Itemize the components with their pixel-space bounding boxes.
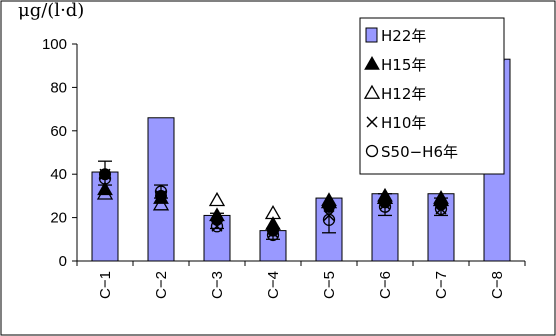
y-axis-label: μg/(l·d) (18, 0, 84, 21)
x-tick-label: C−1 (97, 271, 114, 299)
data-point (96, 185, 114, 200)
y-tick-label: 60 (50, 123, 67, 140)
plot-area: 0 20 40 60 80 100 C−1 C−2 C−3 C−4 C−5 C−6 C−7 C−8 (42, 36, 526, 299)
average-point (379, 196, 391, 209)
legend-swatch (365, 144, 379, 158)
data-point (322, 213, 336, 226)
x-tick-label: C−3 (209, 271, 226, 299)
y-tick-label: 20 (50, 210, 67, 227)
x-tick-label: C−2 (153, 271, 170, 299)
legend: H22年 H15年 H12年 H10年 S50−H6年 (359, 17, 505, 175)
cross-stroke (323, 209, 335, 221)
average-point (155, 189, 167, 202)
data-point (208, 191, 226, 207)
legend-swatch (365, 27, 378, 43)
x-tick-label: C−8 (489, 271, 506, 299)
bar (427, 193, 455, 262)
legend-label: H15年 (381, 56, 426, 74)
data-point (264, 204, 282, 220)
legend-label: H12年 (381, 85, 426, 103)
legend-item: S50−H6年 (365, 143, 458, 161)
average-point (435, 198, 447, 211)
legend-box (359, 17, 505, 175)
legend-item: H22年 (365, 27, 426, 45)
data-point (152, 196, 170, 211)
y-tick-label: 80 (50, 79, 67, 96)
legend-swatch (363, 84, 381, 99)
cross-stroke (366, 116, 378, 128)
legend-label: H10年 (381, 114, 426, 132)
legend-item: H10年 (366, 114, 426, 132)
legend-item: H12年 (363, 84, 426, 103)
bar (203, 214, 231, 262)
average-point (99, 168, 111, 181)
data-point (323, 209, 335, 221)
legend-label: S50−H6年 (381, 143, 458, 161)
legend-swatch (364, 55, 380, 70)
y-tick-label: 100 (42, 36, 67, 53)
x-tick-label: C−5 (321, 271, 338, 299)
x-tick-label: C−4 (265, 271, 282, 299)
x-tick-label: C−7 (433, 271, 450, 299)
x-tick-label: C−6 (377, 271, 394, 299)
legend-swatch (366, 116, 378, 128)
average-point (211, 213, 223, 226)
average-point (267, 224, 279, 237)
average-point (323, 200, 335, 213)
y-tick-label: 40 (50, 166, 67, 183)
y-tick-label: 0 (59, 253, 67, 270)
legend-item: H15年 (364, 55, 426, 74)
legend-label: H22年 (381, 27, 426, 45)
